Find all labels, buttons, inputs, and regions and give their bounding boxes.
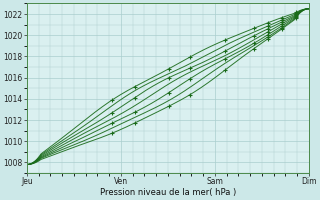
- X-axis label: Pression niveau de la mer( hPa ): Pression niveau de la mer( hPa ): [100, 188, 236, 197]
